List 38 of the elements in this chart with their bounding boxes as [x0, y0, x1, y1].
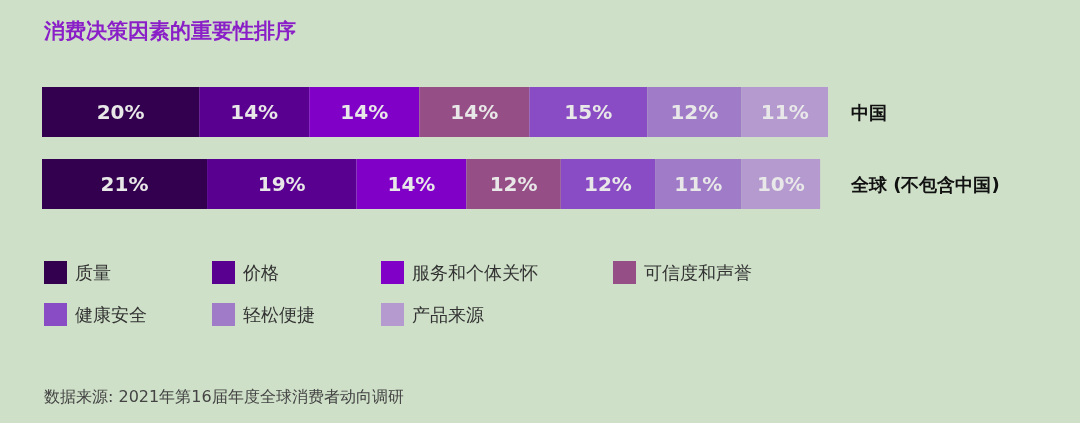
bar [356, 159, 467, 209]
bar [309, 87, 420, 137]
bar [560, 159, 656, 209]
bar [466, 159, 561, 209]
data-label: 11% [674, 172, 723, 196]
data-label: 14% [450, 100, 499, 124]
bar [419, 87, 530, 137]
data-label: 21% [100, 172, 149, 196]
bar [529, 87, 648, 137]
chart-title: 消费决策因素的重要性排序 [43, 19, 296, 43]
bar [741, 87, 828, 137]
data-label: 11% [760, 100, 809, 124]
legend-label: 服务和个体关怀 [412, 262, 538, 283]
bar [42, 159, 208, 209]
data-label: 12% [583, 172, 632, 196]
legend-label: 价格 [242, 262, 279, 283]
data-label: 14% [230, 100, 279, 124]
y-tick-label: 全球 (不包含中国) [850, 174, 1000, 195]
legend-label: 轻松便捷 [243, 304, 315, 325]
source-note: 数据来源: 2021年第16届年度全球消费者动向调研 [44, 387, 404, 406]
bar [655, 159, 742, 209]
data-label: 14% [387, 172, 436, 196]
legend-label: 产品来源 [412, 304, 484, 325]
data-label: 12% [489, 172, 538, 196]
data-label: 19% [257, 172, 306, 196]
y-tick-label: 中国 [851, 102, 887, 123]
data-label: 14% [340, 100, 389, 124]
legend-label: 质量 [75, 262, 111, 283]
bar [199, 87, 310, 137]
data-label: 20% [96, 100, 145, 124]
legend-label: 健康安全 [75, 304, 147, 325]
bar [647, 87, 742, 137]
legend-label: 可信度和声誉 [644, 262, 752, 283]
data-label: 12% [670, 100, 719, 124]
data-label: 10% [756, 172, 805, 196]
bar [207, 159, 357, 209]
bar [42, 87, 200, 137]
data-label: 15% [564, 100, 613, 124]
